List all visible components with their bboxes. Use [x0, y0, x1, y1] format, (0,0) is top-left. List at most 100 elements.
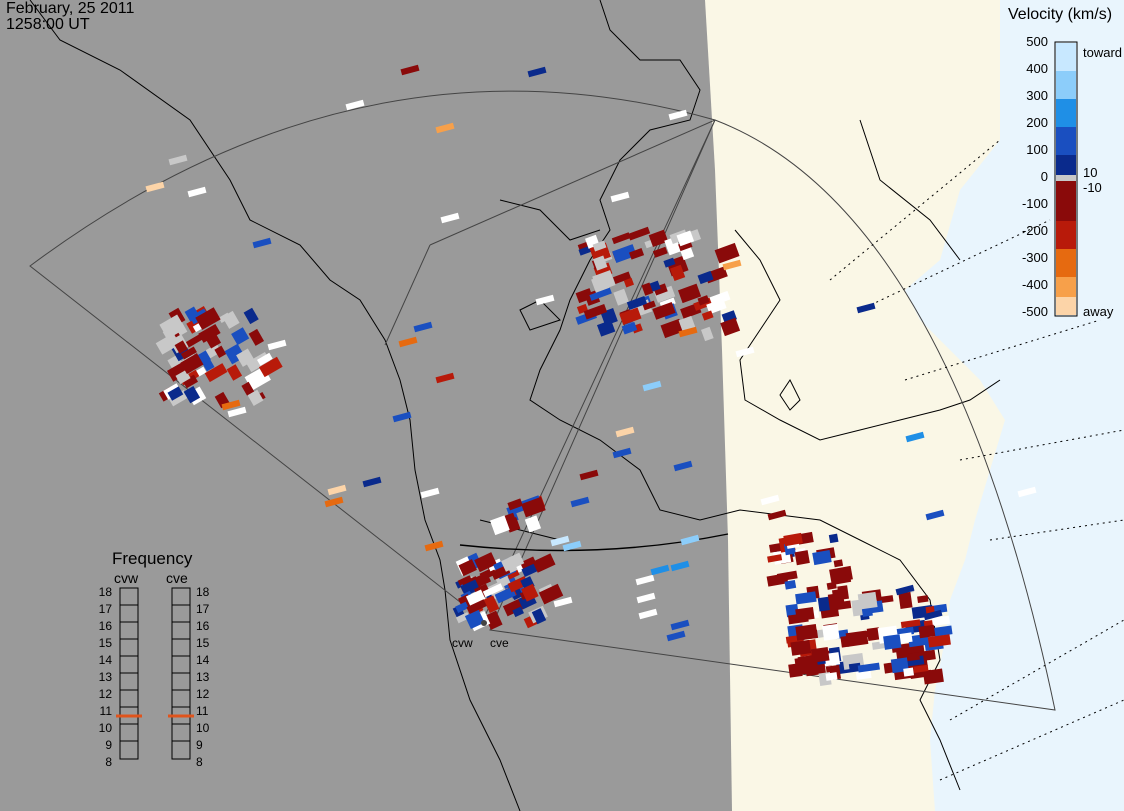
- radar-cell: [420, 487, 440, 499]
- radar-cell: [579, 469, 599, 481]
- radar-cell: [840, 635, 850, 648]
- radar-cell: [918, 624, 936, 639]
- radar-cell: [159, 314, 184, 335]
- radar-cell: [483, 595, 500, 614]
- radar-cell: [553, 596, 573, 608]
- frequency-title: Frequency: [112, 549, 193, 568]
- radar-cell: [494, 586, 516, 604]
- radar-cell: [400, 64, 420, 76]
- radar-cell: [627, 226, 651, 241]
- station-label-cve: cve: [490, 636, 509, 650]
- frequency-tick: 14: [196, 653, 210, 667]
- legend-tick: -400: [1021, 277, 1048, 292]
- frequency-tick: 13: [98, 670, 112, 684]
- frequency-tick: 8: [196, 755, 203, 769]
- radar-cell: [538, 583, 564, 605]
- radar-cell: [848, 662, 862, 673]
- radar-cell: [857, 662, 880, 673]
- radar-cells: [145, 64, 1037, 686]
- radar-cell: [767, 554, 783, 563]
- radar-cell: [629, 248, 645, 260]
- radar-cell: [619, 307, 642, 326]
- radar-cell: [247, 389, 264, 406]
- radar-cell: [185, 334, 203, 348]
- frequency-radar-cve: cve: [166, 570, 188, 586]
- radar-cell: [927, 634, 951, 648]
- radar-cell: [155, 333, 180, 355]
- radar-cell: [324, 496, 344, 508]
- legend-tick: 300: [1026, 88, 1048, 103]
- radar-cell: [435, 372, 455, 384]
- radar-cell: [795, 624, 818, 641]
- radar-cell: [825, 672, 838, 681]
- radar-cell: [257, 352, 273, 366]
- legend-tick: 100: [1026, 142, 1048, 157]
- radar-cell: [535, 294, 555, 306]
- radar-cell: [866, 627, 881, 641]
- radar-cell: [362, 476, 382, 488]
- radar-cell: [680, 534, 700, 546]
- night-region: [0, 0, 732, 811]
- legend-tick: 0: [1040, 169, 1048, 184]
- radar-cell: [790, 639, 812, 656]
- frequency-tick: 13: [196, 670, 210, 684]
- radar-cell: [654, 285, 676, 303]
- radar-cell: [903, 667, 914, 677]
- radar-cell: [345, 99, 365, 111]
- radar-cell: [227, 406, 247, 418]
- radar-cell: [236, 348, 255, 367]
- frequency-tick: 14: [98, 653, 112, 667]
- radar-cell: [676, 230, 695, 247]
- legend-minus10-label: -10: [1083, 180, 1102, 195]
- radar-cell: [195, 307, 221, 330]
- radar-cell: [252, 237, 272, 249]
- frequency-tick: 9: [196, 738, 203, 752]
- radar-cell: [592, 240, 607, 252]
- radar-cell: [623, 277, 635, 288]
- radar-cell: [822, 623, 840, 641]
- radar-cell: [652, 246, 668, 258]
- radar-cell: [204, 363, 228, 383]
- radar-cell: [845, 630, 869, 647]
- radar-cell: [828, 533, 839, 544]
- radar-cell: [783, 532, 803, 547]
- radar-cell: [596, 319, 616, 337]
- radar-cell: [857, 591, 878, 610]
- radar-cell: [258, 356, 283, 378]
- frequency-radar-cvw: cvw: [114, 570, 139, 586]
- radar-cell: [697, 270, 714, 285]
- radar-cell: [812, 549, 832, 566]
- radar-cell: [810, 647, 830, 663]
- radar-cell: [701, 310, 714, 321]
- radar-cell: [267, 339, 287, 351]
- radar-cell: [611, 232, 631, 245]
- legend-away-label: away: [1083, 304, 1114, 319]
- legend-title: Velocity (km/s): [1008, 6, 1113, 23]
- legend-tick: -300: [1021, 250, 1048, 265]
- radar-cell: [200, 355, 215, 372]
- radar-cell: [642, 300, 656, 311]
- radar-cell: [785, 603, 799, 618]
- radar-cell: [931, 615, 951, 627]
- radar-cell: [501, 552, 525, 572]
- radar-site-marker: [481, 620, 487, 626]
- frequency-tick: 10: [98, 721, 112, 735]
- radar-cell: [638, 608, 658, 620]
- radar-cell: [673, 460, 693, 472]
- radar-cell: [612, 447, 632, 459]
- radar-cell: [458, 559, 477, 577]
- frequency-tick: 15: [98, 636, 112, 650]
- legend-plus10-label: 10: [1083, 165, 1098, 180]
- radar-cell: [641, 282, 654, 296]
- station-label-cvw: cvw: [452, 636, 473, 650]
- legend-tick: -200: [1021, 223, 1048, 238]
- legend-tick: 200: [1026, 115, 1048, 130]
- radar-cell: [701, 326, 714, 342]
- radar-cell: [923, 609, 943, 621]
- radar-cell: [221, 399, 241, 411]
- radar-cell: [424, 540, 444, 552]
- radar-cell: [474, 552, 497, 573]
- frequency-tick: 11: [196, 704, 209, 718]
